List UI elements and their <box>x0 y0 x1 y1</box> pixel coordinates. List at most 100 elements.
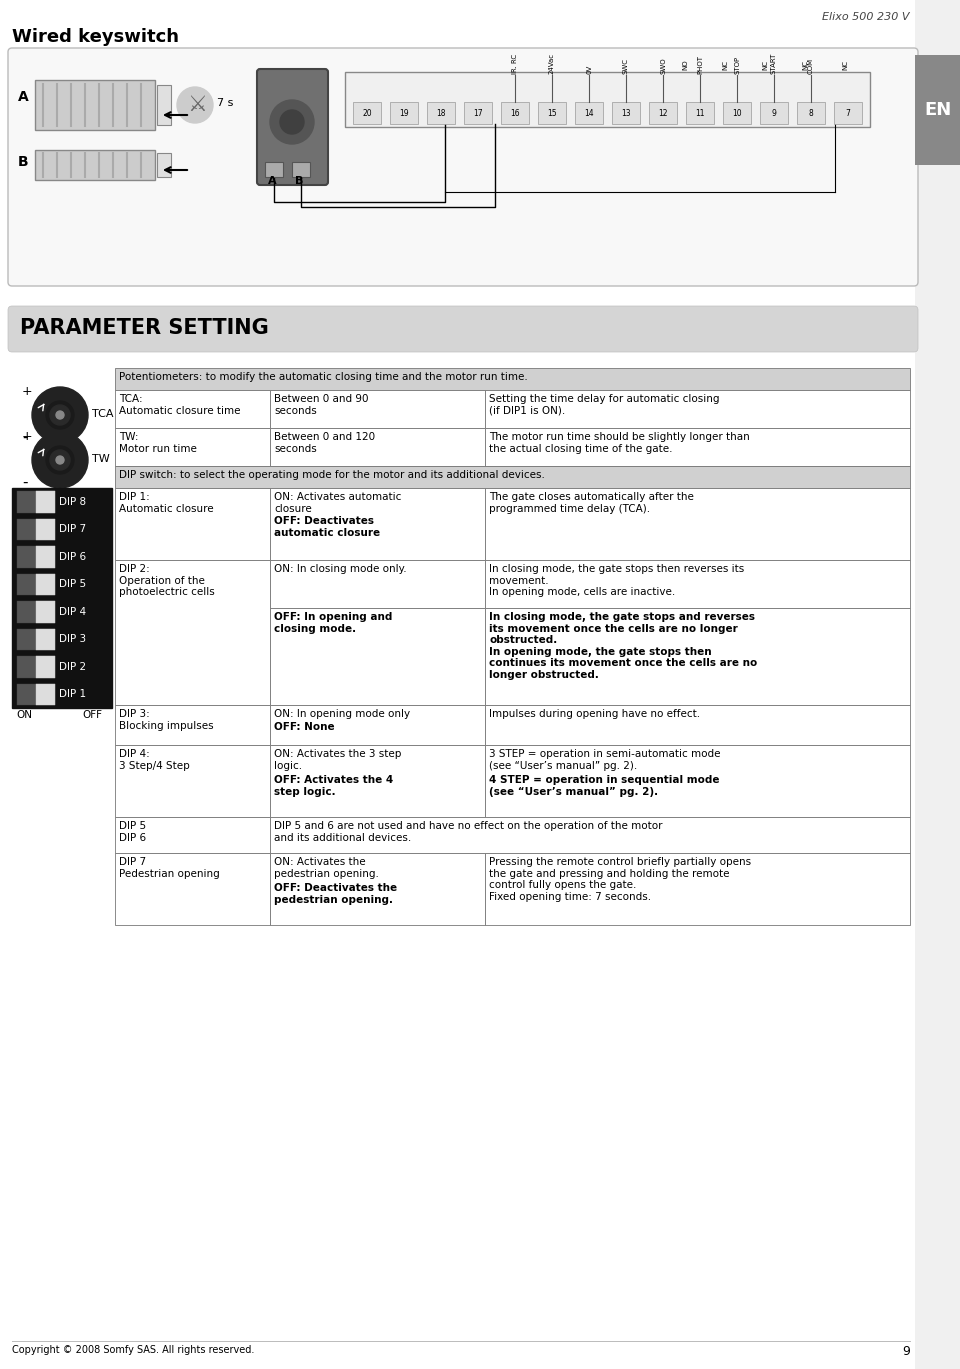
Bar <box>35 79 155 130</box>
Text: 14: 14 <box>585 108 594 118</box>
Text: B: B <box>295 177 303 186</box>
Text: NC: NC <box>842 60 848 70</box>
Bar <box>36 601 55 623</box>
Text: 7 s: 7 s <box>217 99 233 108</box>
Text: DIP 5
DIP 6: DIP 5 DIP 6 <box>119 821 146 842</box>
Bar <box>36 519 55 539</box>
Circle shape <box>32 433 88 487</box>
FancyBboxPatch shape <box>8 307 918 352</box>
Text: +: + <box>22 430 33 444</box>
Bar <box>485 608 910 705</box>
Text: Impulses during opening have no effect.: Impulses during opening have no effect. <box>489 709 700 719</box>
FancyBboxPatch shape <box>257 68 328 185</box>
Bar <box>17 574 55 596</box>
Text: DIP 4:
3 Step/4 Step: DIP 4: 3 Step/4 Step <box>119 749 190 771</box>
Text: START: START <box>771 52 777 74</box>
Text: Between 0 and 90
seconds: Between 0 and 90 seconds <box>274 394 369 416</box>
Text: ON: ON <box>16 711 32 720</box>
Text: NC: NC <box>802 60 808 70</box>
Bar <box>17 656 55 678</box>
Text: 20: 20 <box>362 108 372 118</box>
Bar <box>270 487 485 560</box>
Text: OFF: None: OFF: None <box>274 721 335 732</box>
Text: ON: Activates automatic
closure: ON: Activates automatic closure <box>274 491 401 513</box>
Bar <box>292 162 310 177</box>
Text: Between 0 and 120
seconds: Between 0 and 120 seconds <box>274 433 375 453</box>
Bar <box>115 390 270 428</box>
Bar <box>36 628 55 650</box>
Bar <box>17 491 55 512</box>
Text: DIP 2: DIP 2 <box>59 661 86 672</box>
Bar <box>270 817 910 853</box>
Text: OFF: In opening and
closing mode.: OFF: In opening and closing mode. <box>274 612 393 634</box>
Text: ⚔: ⚔ <box>187 94 207 115</box>
Text: NC: NC <box>722 60 728 70</box>
Text: 10: 10 <box>732 108 742 118</box>
Text: DIP 7
Pedestrian opening: DIP 7 Pedestrian opening <box>119 857 220 879</box>
Text: 7: 7 <box>846 108 851 118</box>
Circle shape <box>56 456 64 464</box>
Text: 13: 13 <box>621 108 631 118</box>
Circle shape <box>46 446 74 474</box>
Text: IR. RC: IR. RC <box>512 53 518 74</box>
Circle shape <box>280 110 304 134</box>
Bar <box>36 574 55 596</box>
Bar <box>915 55 960 166</box>
Circle shape <box>32 387 88 444</box>
Bar <box>485 745 910 817</box>
Text: OFF: Deactivates the
pedestrian opening.: OFF: Deactivates the pedestrian opening. <box>274 883 397 905</box>
Bar <box>115 853 270 925</box>
Text: NC: NC <box>762 60 768 70</box>
Bar <box>485 560 910 608</box>
Text: Pressing the remote control briefly partially opens
the gate and pressing and ho: Pressing the remote control briefly part… <box>489 857 751 902</box>
Bar <box>501 103 529 125</box>
Bar <box>17 601 55 623</box>
Text: DIP switch: to select the operating mode for the motor and its additional device: DIP switch: to select the operating mode… <box>119 470 545 481</box>
Text: Wired keyswitch: Wired keyswitch <box>12 27 179 47</box>
Bar <box>345 73 870 127</box>
Bar <box>270 745 485 817</box>
Text: 24Vac: 24Vac <box>549 53 555 74</box>
Text: Elixo 500 230 V: Elixo 500 230 V <box>823 12 910 22</box>
Circle shape <box>50 405 70 424</box>
Bar <box>686 103 714 125</box>
Text: NO: NO <box>682 59 688 70</box>
Text: 12: 12 <box>659 108 668 118</box>
Text: DIP 4: DIP 4 <box>59 606 86 617</box>
Bar <box>36 683 55 705</box>
Text: A: A <box>18 90 29 104</box>
Text: OFF: Activates the 4
step logic.: OFF: Activates the 4 step logic. <box>274 775 394 797</box>
Text: TCA: TCA <box>92 409 113 419</box>
Text: 15: 15 <box>547 108 557 118</box>
Text: ON: Activates the
pedestrian opening.: ON: Activates the pedestrian opening. <box>274 857 379 879</box>
Text: 11: 11 <box>695 108 705 118</box>
Circle shape <box>270 100 314 144</box>
Bar <box>36 656 55 678</box>
Text: In closing mode, the gate stops then reverses its
movement.
In opening mode, cel: In closing mode, the gate stops then rev… <box>489 564 744 597</box>
Text: -: - <box>22 430 28 445</box>
Bar <box>17 628 55 650</box>
Text: 19: 19 <box>399 108 409 118</box>
Bar <box>760 103 788 125</box>
Text: 17: 17 <box>473 108 483 118</box>
Text: TW: TW <box>92 455 109 464</box>
Bar <box>265 162 283 177</box>
Bar <box>270 390 485 428</box>
Text: Copyright © 2008 Somfy SAS. All rights reserved.: Copyright © 2008 Somfy SAS. All rights r… <box>12 1344 254 1355</box>
Text: -: - <box>22 475 28 490</box>
Bar <box>464 103 492 125</box>
Text: ON: In opening mode only: ON: In opening mode only <box>274 709 410 719</box>
Text: 18: 18 <box>436 108 445 118</box>
Bar <box>115 745 270 817</box>
Bar <box>390 103 418 125</box>
Bar <box>115 368 910 390</box>
Text: 0V: 0V <box>586 64 592 74</box>
Text: DIP 5: DIP 5 <box>59 579 86 589</box>
Bar <box>797 103 825 125</box>
Text: DIP 1: DIP 1 <box>59 689 86 700</box>
Text: OFF: OFF <box>82 711 102 720</box>
Text: TW:
Motor run time: TW: Motor run time <box>119 433 197 453</box>
Text: 4 STEP = operation in sequential mode
(see “User’s manual” pg. 2).: 4 STEP = operation in sequential mode (s… <box>489 775 719 797</box>
Bar <box>35 151 155 179</box>
Bar <box>17 546 55 568</box>
